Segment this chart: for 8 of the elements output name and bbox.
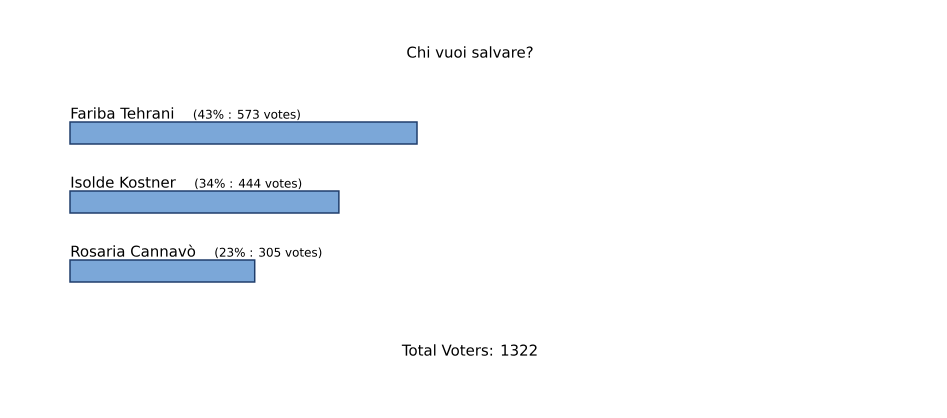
data-label: (43% : 573 votes) <box>194 110 300 120</box>
data-label: (34% : 444 votes) <box>195 178 302 190</box>
y-tick-label: Fariba Tehrani <box>72 107 174 119</box>
text: Chi vuoi salvare? <box>407 46 533 58</box>
data-label: (23% : 305 votes) <box>215 248 322 258</box>
y-tick-label: Rosaria Cannavò <box>72 244 196 257</box>
y-tick-label: Isolde Kostner <box>72 176 176 188</box>
text: Total Voters: 1322 <box>402 344 537 356</box>
